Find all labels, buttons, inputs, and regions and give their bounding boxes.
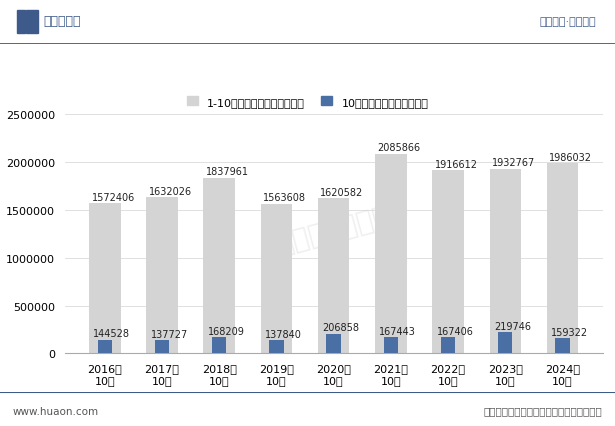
Text: www.huaon.com: www.huaon.com <box>12 406 98 416</box>
Text: 1932767: 1932767 <box>492 158 535 168</box>
Bar <box>384 337 398 354</box>
Text: 1837961: 1837961 <box>206 167 249 177</box>
Bar <box>155 340 169 354</box>
Text: 2085866: 2085866 <box>378 143 421 153</box>
Text: 专业严谨·客观科学: 专业严谨·客观科学 <box>540 17 597 26</box>
Text: 137727: 137727 <box>151 329 188 339</box>
Text: 167443: 167443 <box>379 326 416 337</box>
Text: 159322: 159322 <box>551 327 588 337</box>
Text: 1563608: 1563608 <box>263 193 306 203</box>
Text: 168209: 168209 <box>208 326 245 337</box>
Text: 华经情报网: 华经情报网 <box>43 15 81 28</box>
Text: 1986032: 1986032 <box>549 153 592 163</box>
Bar <box>375 155 407 354</box>
Bar <box>98 340 112 354</box>
Bar <box>327 334 341 354</box>
Legend: 1-10月进出口总额（万美元）, 10月进出口总额（万美元）: 1-10月进出口总额（万美元）, 10月进出口总额（万美元） <box>187 97 428 107</box>
Bar <box>547 164 578 354</box>
Bar <box>146 198 178 354</box>
Bar <box>432 171 464 354</box>
Bar <box>17 11 25 34</box>
Bar <box>441 338 455 354</box>
Text: 华经产业研究院: 华经产业研究院 <box>274 201 394 258</box>
Text: 137840: 137840 <box>265 329 302 339</box>
Text: 2016-2024年吉林省(境内目的地/货源地)10月进出口总额: 2016-2024年吉林省(境内目的地/货源地)10月进出口总额 <box>139 58 476 76</box>
Text: 144528: 144528 <box>93 329 130 339</box>
Text: 1632026: 1632026 <box>149 187 192 196</box>
Text: 219746: 219746 <box>494 322 531 331</box>
Text: 1620582: 1620582 <box>320 187 363 198</box>
Text: 1572406: 1572406 <box>92 192 135 202</box>
Bar <box>555 338 569 354</box>
Bar <box>269 340 284 354</box>
Bar <box>490 169 521 354</box>
Text: 1916612: 1916612 <box>435 159 478 169</box>
Bar <box>89 204 121 354</box>
Bar <box>26 11 38 34</box>
Bar <box>204 178 235 354</box>
Text: 数据来源：中国海关；华经产业研究院整理: 数据来源：中国海关；华经产业研究院整理 <box>484 406 603 416</box>
Text: 167406: 167406 <box>437 326 474 337</box>
Bar <box>498 333 512 354</box>
Bar <box>261 204 292 354</box>
Bar <box>318 199 349 354</box>
Text: 206858: 206858 <box>322 323 359 333</box>
Bar <box>212 337 226 354</box>
